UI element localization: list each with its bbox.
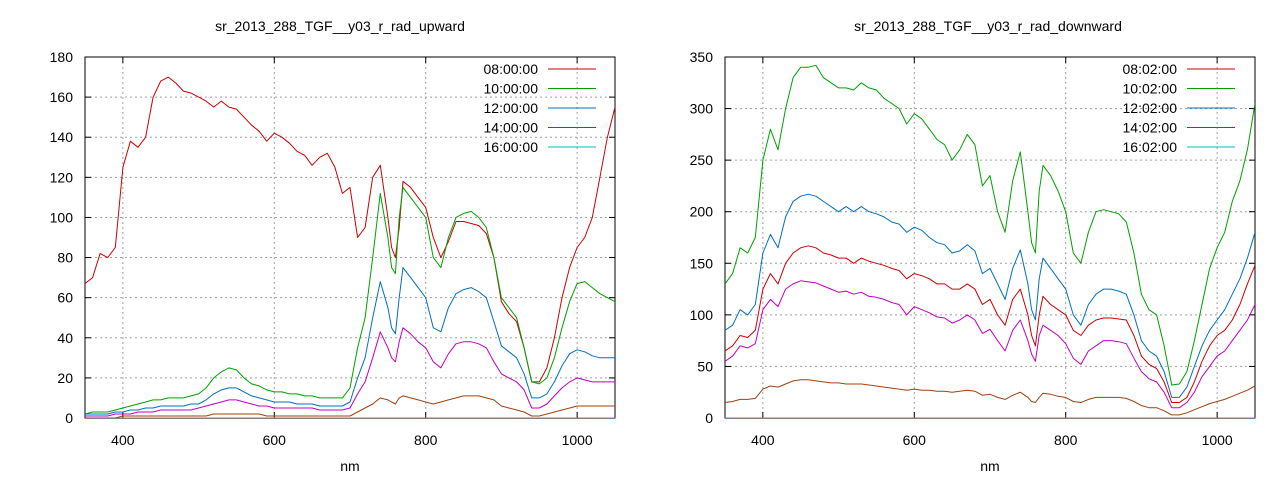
y-tick-label: 40 bbox=[57, 330, 73, 346]
y-tick-label: 250 bbox=[690, 152, 714, 168]
legend-label: 10:00:00 bbox=[484, 81, 539, 97]
series-line-unnamed-5 bbox=[85, 395, 615, 418]
x-tick-label: 400 bbox=[111, 432, 135, 448]
y-tick-label: 0 bbox=[65, 410, 73, 426]
y-tick-label: 350 bbox=[690, 49, 714, 65]
series-line-12:02:00 bbox=[725, 193, 1255, 398]
legend-label: 12:00:00 bbox=[484, 100, 539, 116]
y-tick-label: 200 bbox=[690, 204, 714, 220]
y-tick-label: 50 bbox=[697, 358, 713, 374]
legend-label: 10:02:00 bbox=[1123, 81, 1178, 97]
legend-label: 08:02:00 bbox=[1123, 61, 1178, 77]
legend-label: 08:00:00 bbox=[484, 61, 539, 77]
y-tick-label: 0 bbox=[705, 410, 713, 426]
series-line-12:00:00 bbox=[85, 267, 615, 415]
legend-label: 16:02:00 bbox=[1123, 139, 1178, 155]
series-group bbox=[85, 76, 615, 418]
y-tick-label: 180 bbox=[50, 49, 74, 65]
x-axis-label: nm bbox=[980, 458, 999, 474]
series-line-unnamed-5 bbox=[725, 379, 1255, 416]
x-tick-label: 600 bbox=[903, 432, 927, 448]
y-tick-label: 120 bbox=[50, 169, 74, 185]
legend-label: 12:02:00 bbox=[1123, 100, 1178, 116]
y-tick-label: 80 bbox=[57, 250, 73, 266]
x-tick-label: 800 bbox=[414, 432, 438, 448]
series-line-14:02:00 bbox=[725, 280, 1255, 409]
series-line-08:02:00 bbox=[725, 245, 1255, 403]
series-line-14:00:00 bbox=[85, 327, 615, 417]
y-tick-label: 140 bbox=[50, 129, 74, 145]
legend-label: 16:00:00 bbox=[484, 139, 539, 155]
x-tick-label: 1000 bbox=[562, 432, 593, 448]
legend-label: 14:00:00 bbox=[484, 120, 539, 136]
legend-label: 14:02:00 bbox=[1123, 120, 1178, 136]
x-tick-label: 400 bbox=[751, 432, 775, 448]
y-tick-label: 100 bbox=[50, 209, 74, 225]
x-tick-label: 600 bbox=[263, 432, 287, 448]
y-tick-label: 20 bbox=[57, 370, 73, 386]
x-axis-label: nm bbox=[340, 458, 359, 474]
chart-title: sr_2013_288_TGF__y03_r_rad_upward bbox=[215, 18, 465, 34]
series-group bbox=[725, 64, 1255, 418]
chart-2: sr_2013_288_TGF__y03_r_rad_downward 400 60… bbox=[690, 18, 1256, 474]
chart-title: sr_2013_288_TGF__y03_r_rad_downward bbox=[854, 18, 1122, 34]
y-tick-label: 150 bbox=[690, 255, 714, 271]
y-tick-label: 60 bbox=[57, 290, 73, 306]
series-line-10:02:00 bbox=[725, 64, 1255, 386]
series-line-10:00:00 bbox=[85, 186, 615, 415]
y-tick-label: 300 bbox=[690, 101, 714, 117]
x-tick-label: 800 bbox=[1054, 432, 1078, 448]
y-tick-label: 100 bbox=[690, 307, 714, 323]
x-tick-label: 1000 bbox=[1202, 432, 1233, 448]
y-tick-label: 160 bbox=[50, 89, 74, 105]
